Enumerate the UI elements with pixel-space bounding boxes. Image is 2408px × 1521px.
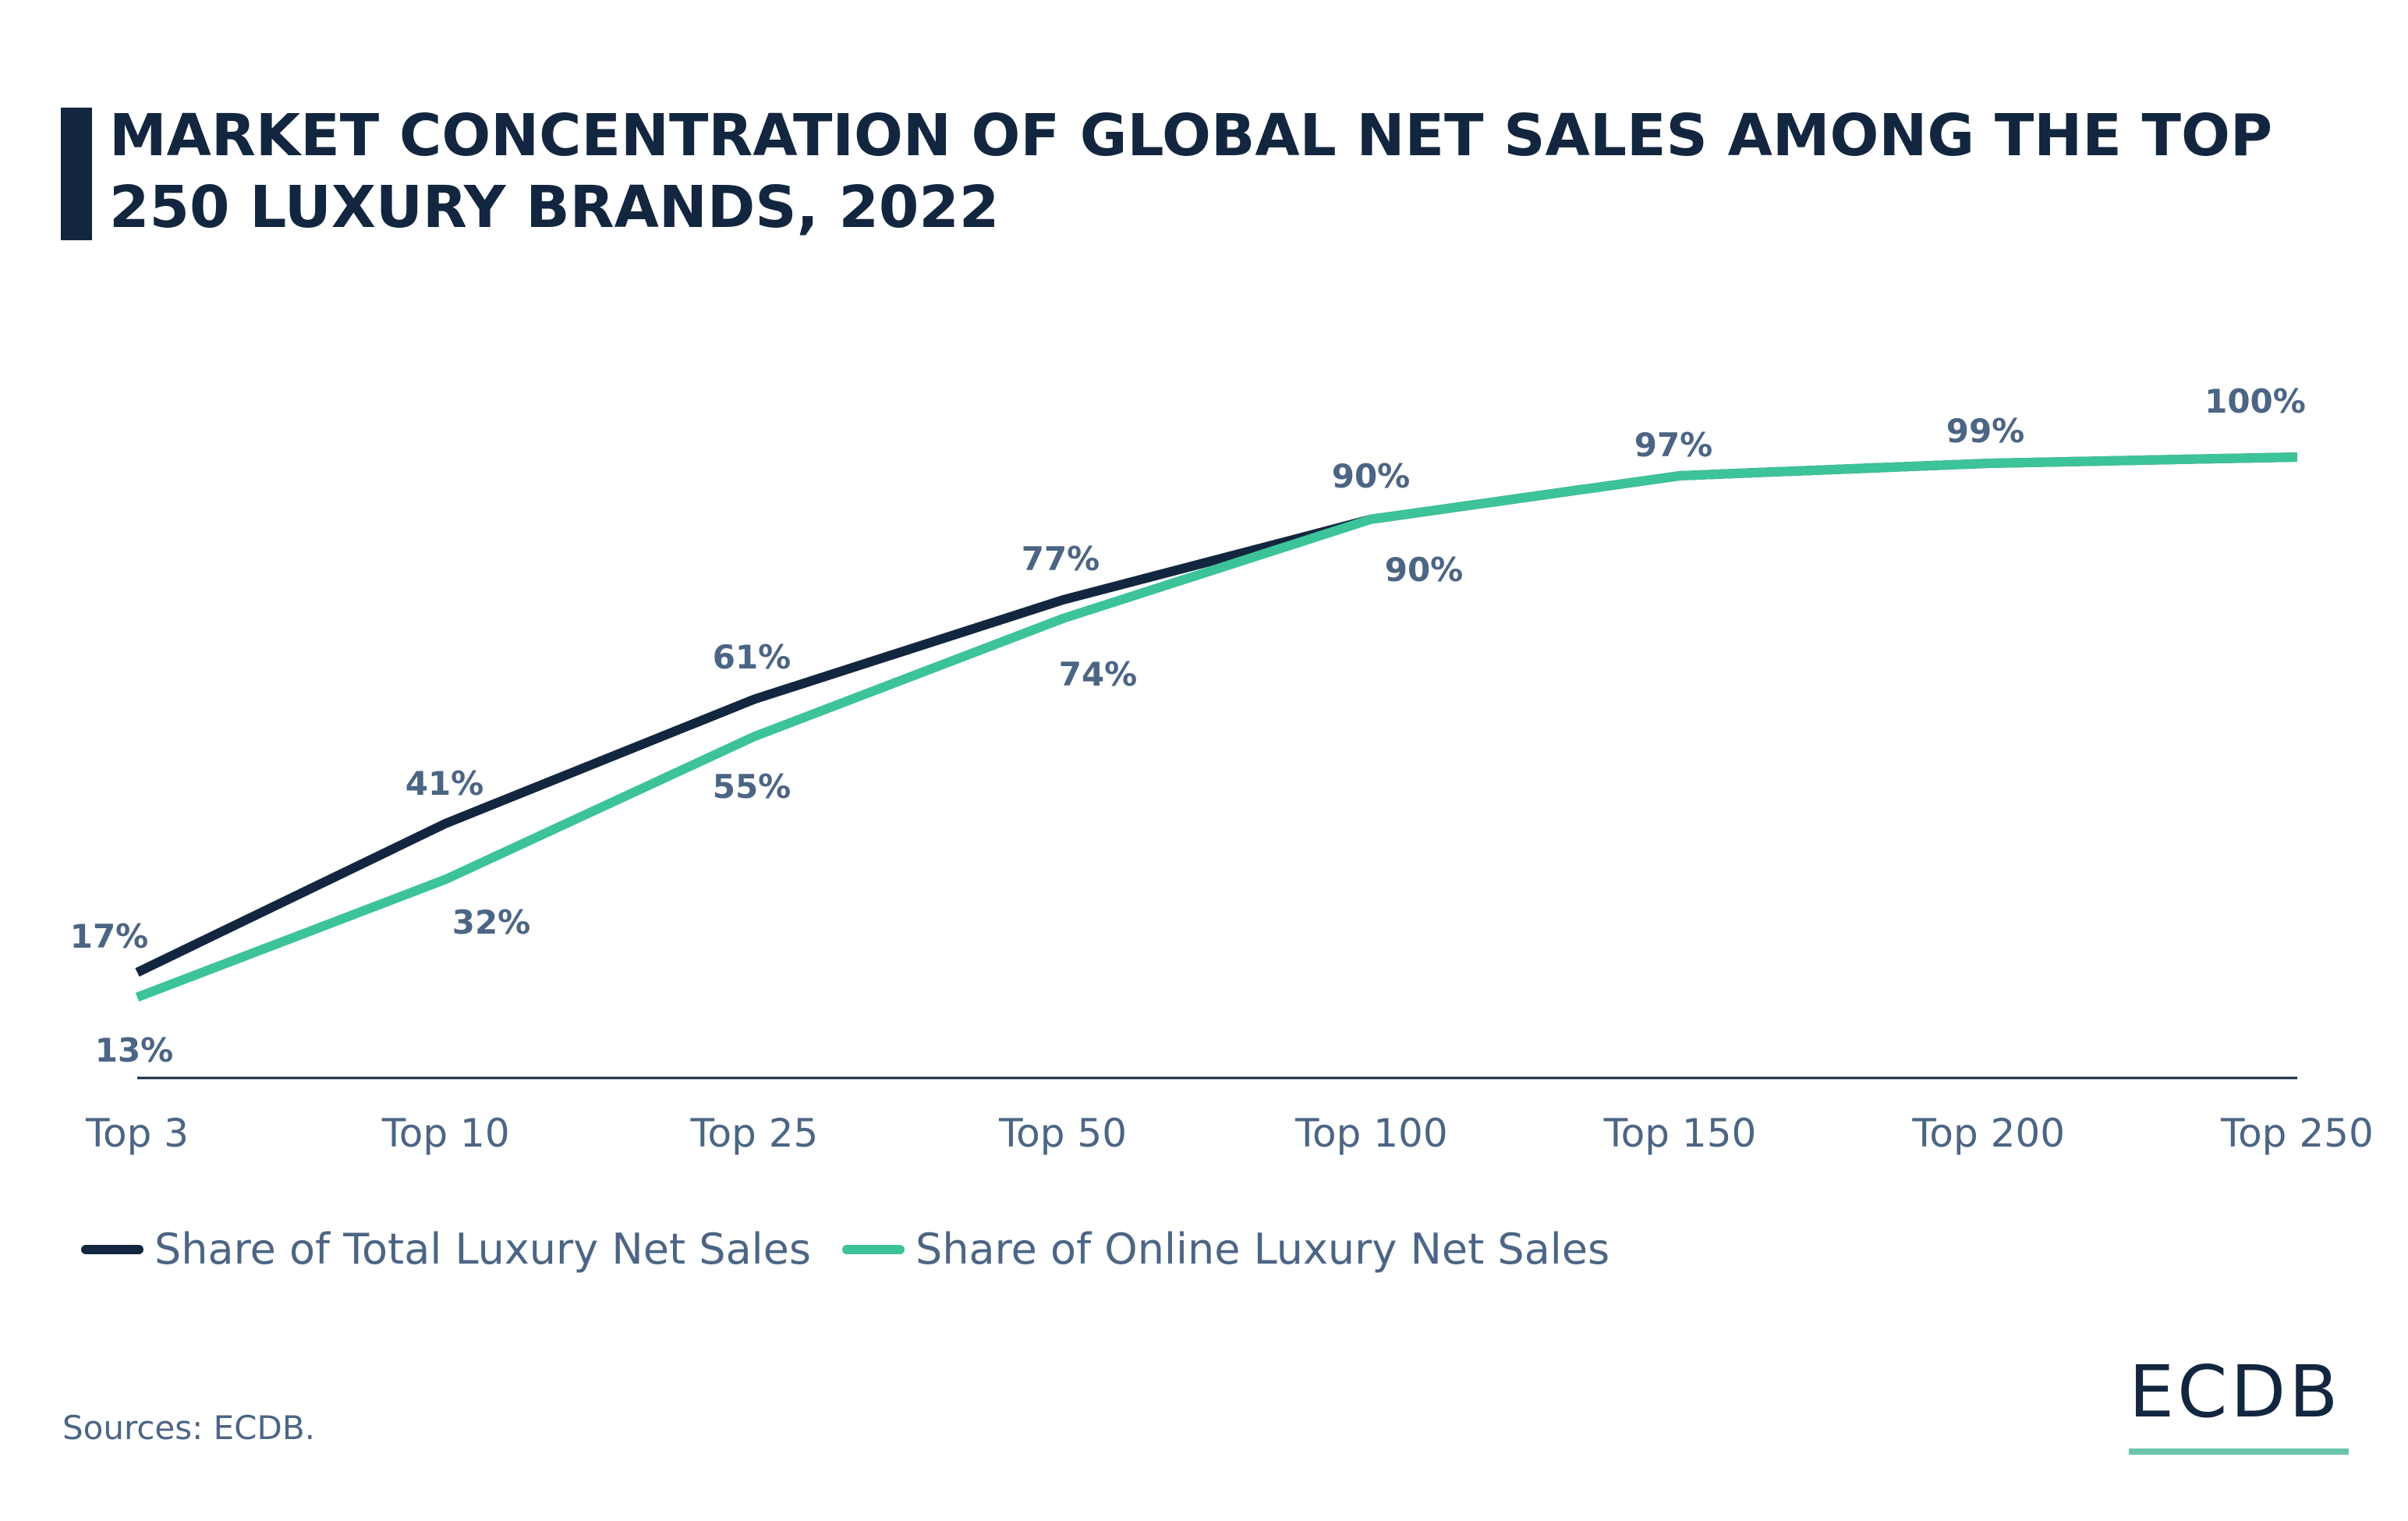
x-tick-label: Top 200: [1911, 1111, 2065, 1156]
ecdb-logo: ECDB: [2129, 1353, 2349, 1455]
legend-swatch-online: [842, 1244, 905, 1254]
x-tick-label: Top 100: [1294, 1111, 1448, 1156]
data-label-total: 41%: [405, 764, 484, 803]
data-label-online: 32%: [452, 903, 531, 941]
data-label-total: 99%: [1946, 412, 2025, 450]
data-label-total: 90%: [1332, 457, 1411, 495]
legend-label-total: Share of Total Luxury Net Sales: [154, 1225, 812, 1274]
legend-item-online: Share of Online Luxury Net Sales: [842, 1225, 1609, 1274]
x-tick-label: Top 10: [381, 1111, 510, 1156]
x-tick-label: Top 3: [85, 1111, 189, 1156]
x-tick-label: Top 150: [1603, 1111, 1757, 1156]
legend: Share of Total Luxury Net Sales Share of…: [81, 1225, 1641, 1274]
data-label-online: 74%: [1059, 655, 1138, 693]
source-note: Sources: ECDB.: [62, 1409, 316, 1447]
chart-title: MARKET CONCENTRATION OF GLOBAL NET SALES…: [109, 102, 2273, 241]
title-accent-bar: [61, 108, 92, 240]
logo-text: ECDB: [2129, 1350, 2342, 1434]
series-line-online: [135, 452, 2298, 1002]
legend-label-online: Share of Online Luxury Net Sales: [915, 1225, 1610, 1274]
data-label-total: 61%: [713, 638, 791, 676]
legend-item-total: Share of Total Luxury Net Sales: [81, 1225, 811, 1274]
data-label-online: 55%: [713, 768, 791, 806]
data-label-online: 13%: [95, 1031, 174, 1069]
data-label-total: 17%: [70, 917, 149, 956]
data-label-total: 77%: [1022, 540, 1100, 578]
x-tick-label: Top 50: [998, 1111, 1127, 1156]
data-label-online: 90%: [1385, 551, 1464, 589]
x-tick-label: Top 250: [2220, 1111, 2374, 1156]
data-label-total: 97%: [1634, 426, 1713, 464]
logo-underline: [2129, 1448, 2349, 1455]
legend-swatch-total: [81, 1244, 143, 1254]
series-line-total: [135, 452, 2298, 977]
x-tick-label: Top 25: [689, 1111, 818, 1156]
data-label-total: 100%: [2204, 382, 2306, 420]
